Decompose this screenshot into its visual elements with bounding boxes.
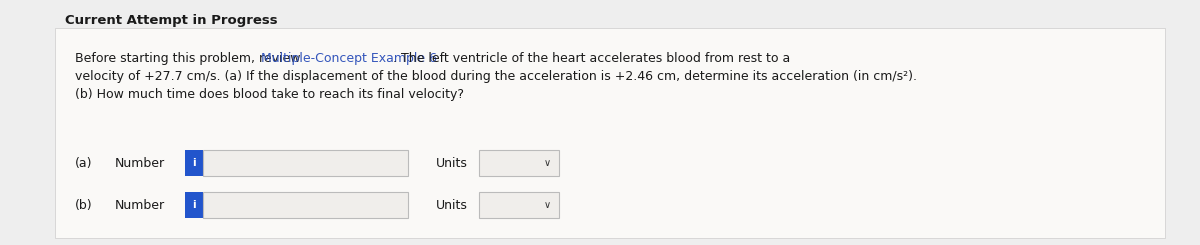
FancyBboxPatch shape: [479, 150, 559, 176]
Text: i: i: [192, 158, 196, 168]
Text: ∨: ∨: [544, 158, 551, 168]
Text: velocity of +27.7 cm/s. (a) If the displacement of the blood during the accelera: velocity of +27.7 cm/s. (a) If the displ…: [74, 70, 917, 83]
FancyBboxPatch shape: [203, 192, 408, 218]
Text: (a): (a): [74, 157, 92, 170]
Text: ∨: ∨: [544, 200, 551, 210]
Text: Multiple-Concept Example 6: Multiple-Concept Example 6: [262, 52, 438, 65]
FancyBboxPatch shape: [185, 150, 203, 176]
FancyBboxPatch shape: [203, 150, 408, 176]
Text: Number: Number: [115, 198, 166, 211]
Text: . The left ventricle of the heart accelerates blood from rest to a: . The left ventricle of the heart accele…: [392, 52, 790, 65]
Text: Units: Units: [436, 198, 468, 211]
Text: (b): (b): [74, 198, 92, 211]
Text: Current Attempt in Progress: Current Attempt in Progress: [65, 14, 277, 27]
FancyBboxPatch shape: [185, 192, 203, 218]
FancyBboxPatch shape: [55, 28, 1165, 238]
FancyBboxPatch shape: [479, 192, 559, 218]
Text: (b) How much time does blood take to reach its final velocity?: (b) How much time does blood take to rea…: [74, 88, 464, 101]
Text: i: i: [192, 200, 196, 210]
Text: Before starting this problem, review: Before starting this problem, review: [74, 52, 305, 65]
Text: Units: Units: [436, 157, 468, 170]
Text: Number: Number: [115, 157, 166, 170]
